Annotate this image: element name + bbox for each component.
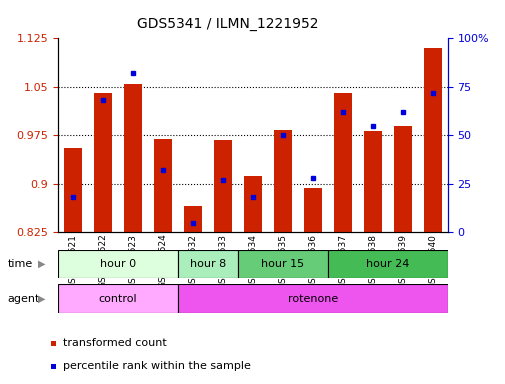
Bar [94,93,112,232]
Bar [333,93,351,232]
Text: GDS5341 / ILMN_1221952: GDS5341 / ILMN_1221952 [137,17,318,31]
Bar [393,126,411,232]
Bar [58,250,178,278]
Bar [124,84,142,232]
Bar [184,207,201,232]
Bar [363,131,381,232]
Bar [154,139,172,232]
Text: transformed count: transformed count [63,338,167,348]
Text: hour 24: hour 24 [366,259,409,269]
Text: time: time [8,259,33,269]
Text: percentile rank within the sample: percentile rank within the sample [63,361,250,371]
Text: agent: agent [8,293,40,304]
Bar [214,140,232,232]
Bar [327,250,447,278]
Text: control: control [98,293,137,304]
Bar [58,284,178,313]
Bar [64,148,82,232]
Text: hour 15: hour 15 [261,259,304,269]
Bar [304,189,321,232]
Bar [237,250,327,278]
Text: hour 8: hour 8 [189,259,226,269]
Bar [178,250,237,278]
Text: ▶: ▶ [38,259,45,269]
Text: ▶: ▶ [38,293,45,304]
Bar [273,130,291,232]
Text: rotenone: rotenone [287,293,337,304]
Bar [423,48,441,232]
Text: hour 0: hour 0 [100,259,136,269]
Bar [178,284,447,313]
Bar [243,176,262,232]
